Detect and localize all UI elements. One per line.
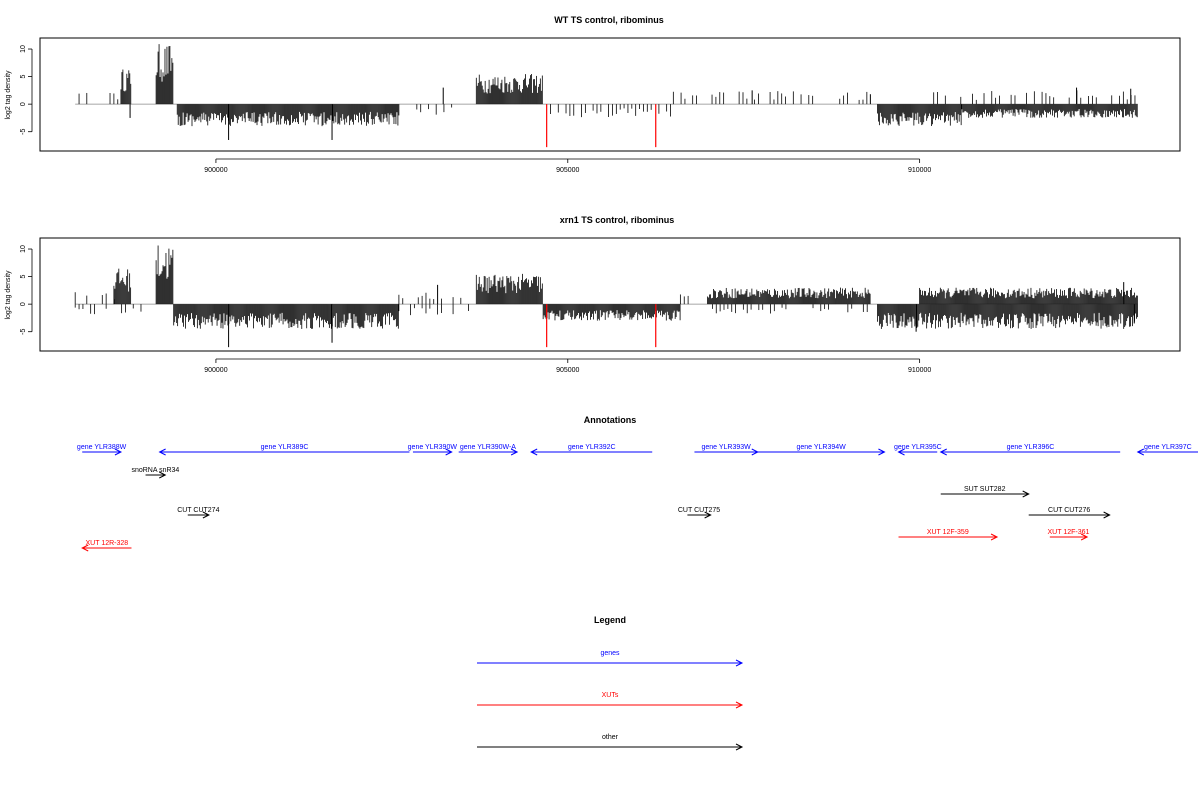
wt-y-tick-label: 0 (20, 102, 27, 106)
feature-arrowhead (510, 448, 519, 456)
feature-label: gene YLR393W (701, 444, 751, 451)
xrn1-x-tick-label: 905000 (556, 367, 579, 374)
wt-x-tick-label: 905000 (556, 167, 579, 174)
wt-y-tick-label: 10 (20, 45, 27, 53)
legend-item-label: genes (600, 650, 620, 657)
feature-arrowhead (159, 471, 167, 479)
wt-plot-frame (39, 37, 1181, 152)
feature-label: gene YLR388W (77, 444, 127, 451)
xrn1-y-axis-label: log2 tag density (5, 270, 12, 320)
annotation-feature: snoRNA snR34 (131, 467, 179, 479)
feature-label: CUT CUT274 (177, 507, 219, 514)
legend-item-arrowhead (735, 701, 744, 709)
wt-x-axis: 900000 905000 910000 (204, 158, 931, 174)
legend-item-xut: XUTs (477, 692, 744, 709)
annotation-features: gene YLR388W gene YLR389C gene YLR390W gene… (77, 444, 1198, 552)
feature-arrowhead (939, 448, 947, 456)
feature-label: SUT SUT282 (964, 486, 1006, 493)
feature-label: gene YLR390W (408, 444, 458, 451)
feature-arrowhead (990, 533, 999, 541)
annotations-title: Annotations (584, 415, 637, 425)
annotation-feature: CUT CUT275 (678, 507, 720, 519)
feature-label: CUT CUT276 (1048, 507, 1090, 514)
annotation-feature: XUT 12F-361 (1048, 529, 1090, 541)
legend-title: Legend (594, 615, 626, 625)
feature-arrowhead (1103, 511, 1111, 519)
xrn1-y-axis: -5 0 5 10 (20, 245, 33, 335)
feature-label: gene YLR395C (894, 444, 942, 451)
wt-panel-title: WT TS control, ribominus (554, 15, 664, 25)
xrn1-y-tick-label: -5 (20, 328, 27, 334)
feature-arrowhead (1136, 448, 1145, 456)
feature-arrowhead (1080, 533, 1089, 541)
annotation-feature: CUT CUT276 (1028, 507, 1111, 519)
xrn1-plot-frame (39, 237, 1181, 352)
legend-item-label: other (602, 734, 619, 741)
annotation-feature: gene YLR389C (158, 444, 410, 456)
legend-panel: Legend genes XUTs other (477, 615, 744, 751)
wt-coverage-panel: WT TS control, ribominus log2 tag densit… (5, 15, 1181, 174)
legend-item-gene: genes (477, 650, 744, 667)
feature-arrowhead (202, 511, 211, 519)
feature-label: gene YLR396C (1007, 444, 1055, 451)
annotation-feature: gene YLR397C (1136, 444, 1198, 456)
annotation-feature: gene YLR394W (757, 444, 886, 456)
feature-label: gene YLR389C (261, 444, 309, 451)
feature-arrowhead (1022, 490, 1030, 498)
feature-arrowhead (897, 448, 905, 456)
feature-label: gene YLR392C (568, 444, 616, 451)
wt-y-tick-label: -5 (20, 128, 27, 134)
wt-y-axis-label: log2 tag density (5, 70, 12, 120)
feature-label: snoRNA snR34 (131, 467, 179, 474)
annotations-panel: Annotations gene YLR388W gene YLR389C gene… (77, 415, 1198, 552)
xrn1-y-tick-label: 0 (20, 302, 27, 306)
xrn1-x-tick-label: 910000 (908, 367, 931, 374)
xrn1-x-tick-label: 900000 (204, 367, 227, 374)
feature-arrowhead (704, 511, 712, 519)
feature-label: gene YLR397C (1144, 444, 1192, 451)
annotation-feature: gene YLR392C (530, 444, 653, 456)
annotation-feature: gene YLR390W (408, 444, 458, 456)
wt-x-tick-label: 910000 (908, 167, 931, 174)
xrn1-coverage-bars (74, 245, 1138, 348)
feature-arrowhead (878, 448, 886, 456)
legend-item-arrowhead (735, 659, 744, 667)
annotation-feature: SUT SUT282 (940, 486, 1030, 498)
wt-y-axis: -5 0 5 10 (20, 45, 33, 135)
annotation-feature: XUT 12F-359 (898, 529, 999, 541)
feature-label: XUT 12R-328 (86, 540, 129, 547)
feature-label: gene YLR394W (796, 444, 846, 451)
feature-label: XUT 12F-361 (1048, 529, 1090, 536)
wt-y-tick-label: 5 (20, 75, 27, 79)
annotation-feature: gene YLR390W-A (458, 444, 519, 456)
legend-item-label: XUTs (602, 692, 619, 699)
feature-arrowhead (114, 448, 123, 456)
xrn1-panel-title: xrn1 TS control, ribominus (560, 215, 675, 225)
feature-label: XUT 12F-359 (927, 529, 969, 536)
feature-arrowhead (81, 544, 89, 552)
annotation-feature: XUT 12R-328 (81, 540, 132, 552)
xrn1-y-tick-label: 10 (20, 245, 27, 253)
xrn1-coverage-panel: xrn1 TS control, ribominus log2 tag dens… (5, 215, 1181, 374)
feature-arrowhead (158, 448, 166, 456)
wt-x-tick-label: 900000 (204, 167, 227, 174)
xrn1-y-tick-label: 5 (20, 275, 27, 279)
feature-label: gene YLR390W-A (460, 444, 516, 451)
feature-arrowhead (445, 448, 453, 456)
annotation-feature: gene YLR388W (77, 444, 127, 456)
legend-item-arrowhead (735, 743, 744, 751)
feature-label: CUT CUT275 (678, 507, 720, 514)
legend-items: genes XUTs other (477, 650, 744, 751)
xrn1-x-axis: 900000 905000 910000 (204, 358, 931, 374)
annotation-feature: gene YLR395C (894, 444, 942, 456)
annotation-feature: CUT CUT274 (177, 507, 220, 519)
annotation-feature: gene YLR393W (694, 444, 759, 456)
wt-coverage-bars (75, 44, 1138, 148)
feature-arrowhead (530, 448, 538, 456)
legend-item-other: other (477, 734, 744, 751)
annotation-feature: gene YLR396C (939, 444, 1121, 456)
